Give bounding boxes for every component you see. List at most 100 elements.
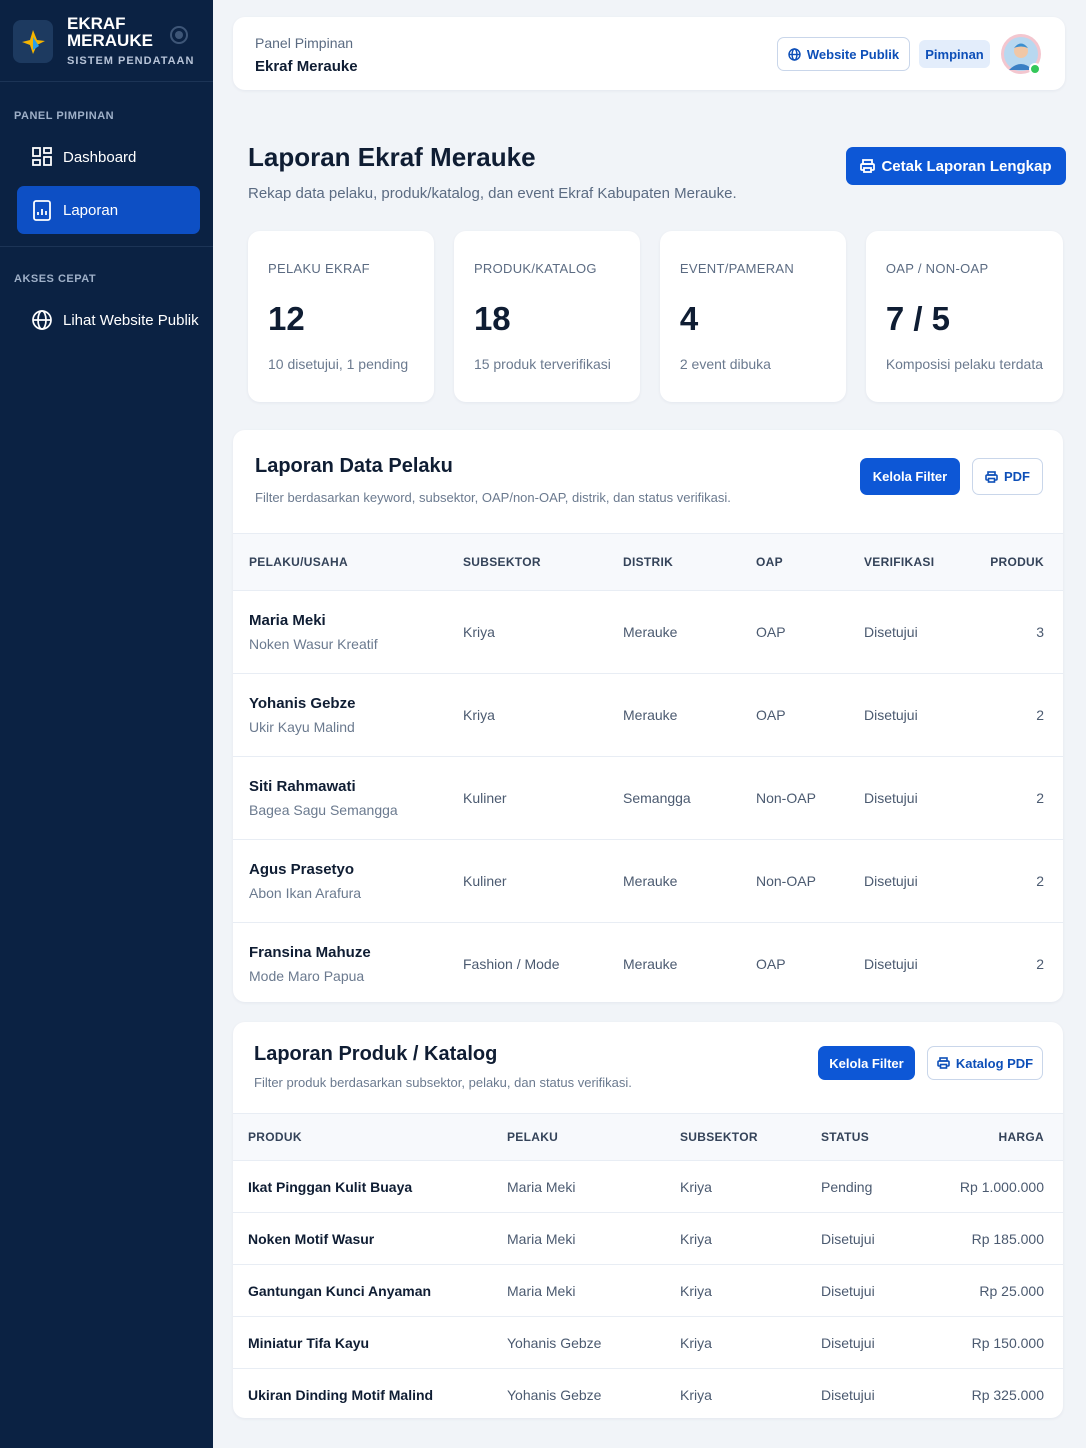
sidebar-toggle[interactable] (169, 25, 189, 45)
business-name: Ukir Kayu Malind (249, 719, 355, 735)
pelaku-cell: Yohanis Gebze Ukir Kayu Malind (249, 695, 463, 735)
cell: Kriya (680, 1386, 712, 1403)
pelaku-name: Maria Meki (249, 612, 326, 629)
cell: Yohanis Gebze (507, 1386, 602, 1403)
stat-note: Komposisi pelaku terdata (885, 356, 1044, 372)
cell: Rp 25.000 (979, 1282, 1044, 1299)
cell: Maria Meki (507, 1282, 576, 1299)
cell: Rp 185.000 (971, 1230, 1044, 1247)
topbar-label: Panel Pimpinan (255, 35, 354, 51)
button-label: Website Publik (806, 46, 900, 62)
pelaku-name: Agus Prasetyo (249, 861, 355, 878)
stat-note: 15 produk terverifikasi (473, 356, 611, 372)
nav-label: Laporan (63, 201, 119, 219)
pdf-button[interactable]: PDF (972, 458, 1043, 495)
cell: OAP (756, 624, 786, 640)
cell: Kuliner (463, 790, 507, 806)
pdf-button[interactable]: Katalog PDF (927, 1046, 1043, 1080)
icon (860, 159, 876, 173)
cell: Kuliner (463, 873, 507, 889)
column-header: VERIFIKASI (864, 555, 935, 569)
cell: Merauke (623, 624, 678, 640)
filter-button[interactable]: Kelola Filter (818, 1046, 915, 1080)
icon (937, 1057, 950, 1069)
cell: Disetujui (821, 1282, 875, 1299)
icon (788, 47, 801, 61)
cell: Kriya (680, 1282, 712, 1299)
cell: Fashion / Mode (463, 956, 560, 972)
section-subtitle: Filter produk berdasarkan subsektor, pel… (254, 1075, 632, 1090)
cell: Rp 325.000 (971, 1386, 1044, 1403)
cell: 2 (1036, 790, 1044, 806)
topbar-title: Ekraf Merauke (255, 58, 358, 75)
cell: 2 (1036, 956, 1044, 972)
cell: Non-OAP (756, 873, 816, 889)
cell: Disetujui (864, 873, 918, 889)
stat-label: PRODUK/KATALOG (473, 261, 597, 276)
print-button[interactable]: Cetak Laporan Lengkap (846, 147, 1066, 185)
stat-note: 2 event dibuka (679, 356, 771, 372)
nav-laporan[interactable]: Laporan (17, 186, 200, 234)
stat-label: OAP / NON-OAP (885, 261, 989, 276)
stat-card: EVENT/PAMERAN 4 2 event dibuka (659, 231, 846, 402)
business-name: Mode Maro Papua (249, 968, 365, 984)
table-row: Agus Prasetyo Abon Ikan Arafura Kuliner Mer… (233, 839, 1063, 922)
cell: Merauke (623, 873, 678, 889)
brand-line1: EKRAF (67, 14, 126, 33)
nav-label: Lihat Website Publik (63, 311, 199, 329)
stat-value: 12 (268, 300, 305, 337)
logo (13, 20, 53, 63)
table-header: PRODUK PELAKU SUBSEKTOR STATUS HARGA (233, 1113, 1063, 1160)
table-row: Fransina Mahuze Mode Maro Papua Fashion / … (233, 922, 1063, 1002)
column-header: PRODUK (248, 1130, 302, 1144)
stat-value: 7 / 5 (885, 300, 951, 337)
business-name: Abon Ikan Arafura (249, 885, 362, 901)
column-header: STATUS (821, 1130, 870, 1144)
nav-dashboard[interactable]: Dashboard (17, 133, 200, 181)
section-heading: PANEL PIMPINAN (14, 110, 115, 122)
stat-note: 10 disetujui, 1 pending (268, 356, 409, 372)
pelaku-cell: Agus Prasetyo Abon Ikan Arafura (249, 861, 463, 901)
stat-label: PELAKU EKRAF (268, 261, 370, 276)
divider (0, 246, 213, 247)
avatar[interactable] (1001, 34, 1043, 76)
table-row: Yohanis Gebze Ukir Kayu Malind Kriya Merauk… (233, 673, 1063, 756)
icon (32, 147, 52, 166)
pelaku-name: Yohanis Gebze (249, 695, 356, 712)
cell: Disetujui (821, 1386, 875, 1403)
section-heading: AKSES CEPAT (14, 273, 97, 285)
nav-label: Dashboard (63, 148, 137, 166)
topbar: Panel Pimpinan Ekraf Merauke Website Pub… (233, 17, 1065, 90)
icon (33, 200, 51, 221)
pelaku-cell: Maria Meki Noken Wasur Kreatif (249, 612, 463, 652)
cell: Kriya (463, 707, 495, 723)
cell: Disetujui (864, 956, 918, 972)
business-name: Noken Wasur Kreatif (249, 636, 378, 652)
product-name: Ukiran Dinding Motif Malind (248, 1386, 434, 1403)
filter-button[interactable]: Kelola Filter (860, 458, 960, 495)
cell: Pending (821, 1178, 873, 1195)
table-header: PELAKU/USAHA SUBSEKTOR DISTRIK OAP VERIFIKAS… (233, 533, 1063, 590)
table-row: Noken Motif Wasur Maria Meki Kriya Disetuju… (233, 1212, 1063, 1264)
website-button[interactable]: Website Publik (777, 37, 910, 71)
nav-website[interactable]: Lihat Website Publik (17, 296, 200, 344)
table-row: Maria Meki Noken Wasur Kreatif Kriya Merauk… (233, 590, 1063, 673)
column-header: HARGA (998, 1130, 1044, 1144)
page-title: Laporan Ekraf Merauke (248, 142, 536, 172)
pelaku-name: Fransina Mahuze (249, 944, 371, 961)
button-label: Katalog PDF (955, 1055, 1034, 1071)
column-header: SUBSEKTOR (680, 1130, 758, 1144)
section-title: Laporan Data Pelaku (255, 455, 453, 477)
product-name: Gantungan Kunci Anyaman (248, 1282, 432, 1299)
cell: Merauke (623, 707, 678, 723)
cell: 2 (1036, 873, 1044, 889)
column-header: OAP (756, 555, 783, 569)
cell: Rp 150.000 (971, 1334, 1044, 1351)
column-header: DISTRIK (623, 555, 674, 569)
pelaku-cell: Fransina Mahuze Mode Maro Papua (249, 944, 463, 984)
table-row: Miniatur Tifa Kayu Yohanis Gebze Kriya Dise… (233, 1316, 1063, 1368)
product-name: Ikat Pinggan Kulit Buaya (248, 1178, 413, 1195)
icon (985, 470, 998, 483)
